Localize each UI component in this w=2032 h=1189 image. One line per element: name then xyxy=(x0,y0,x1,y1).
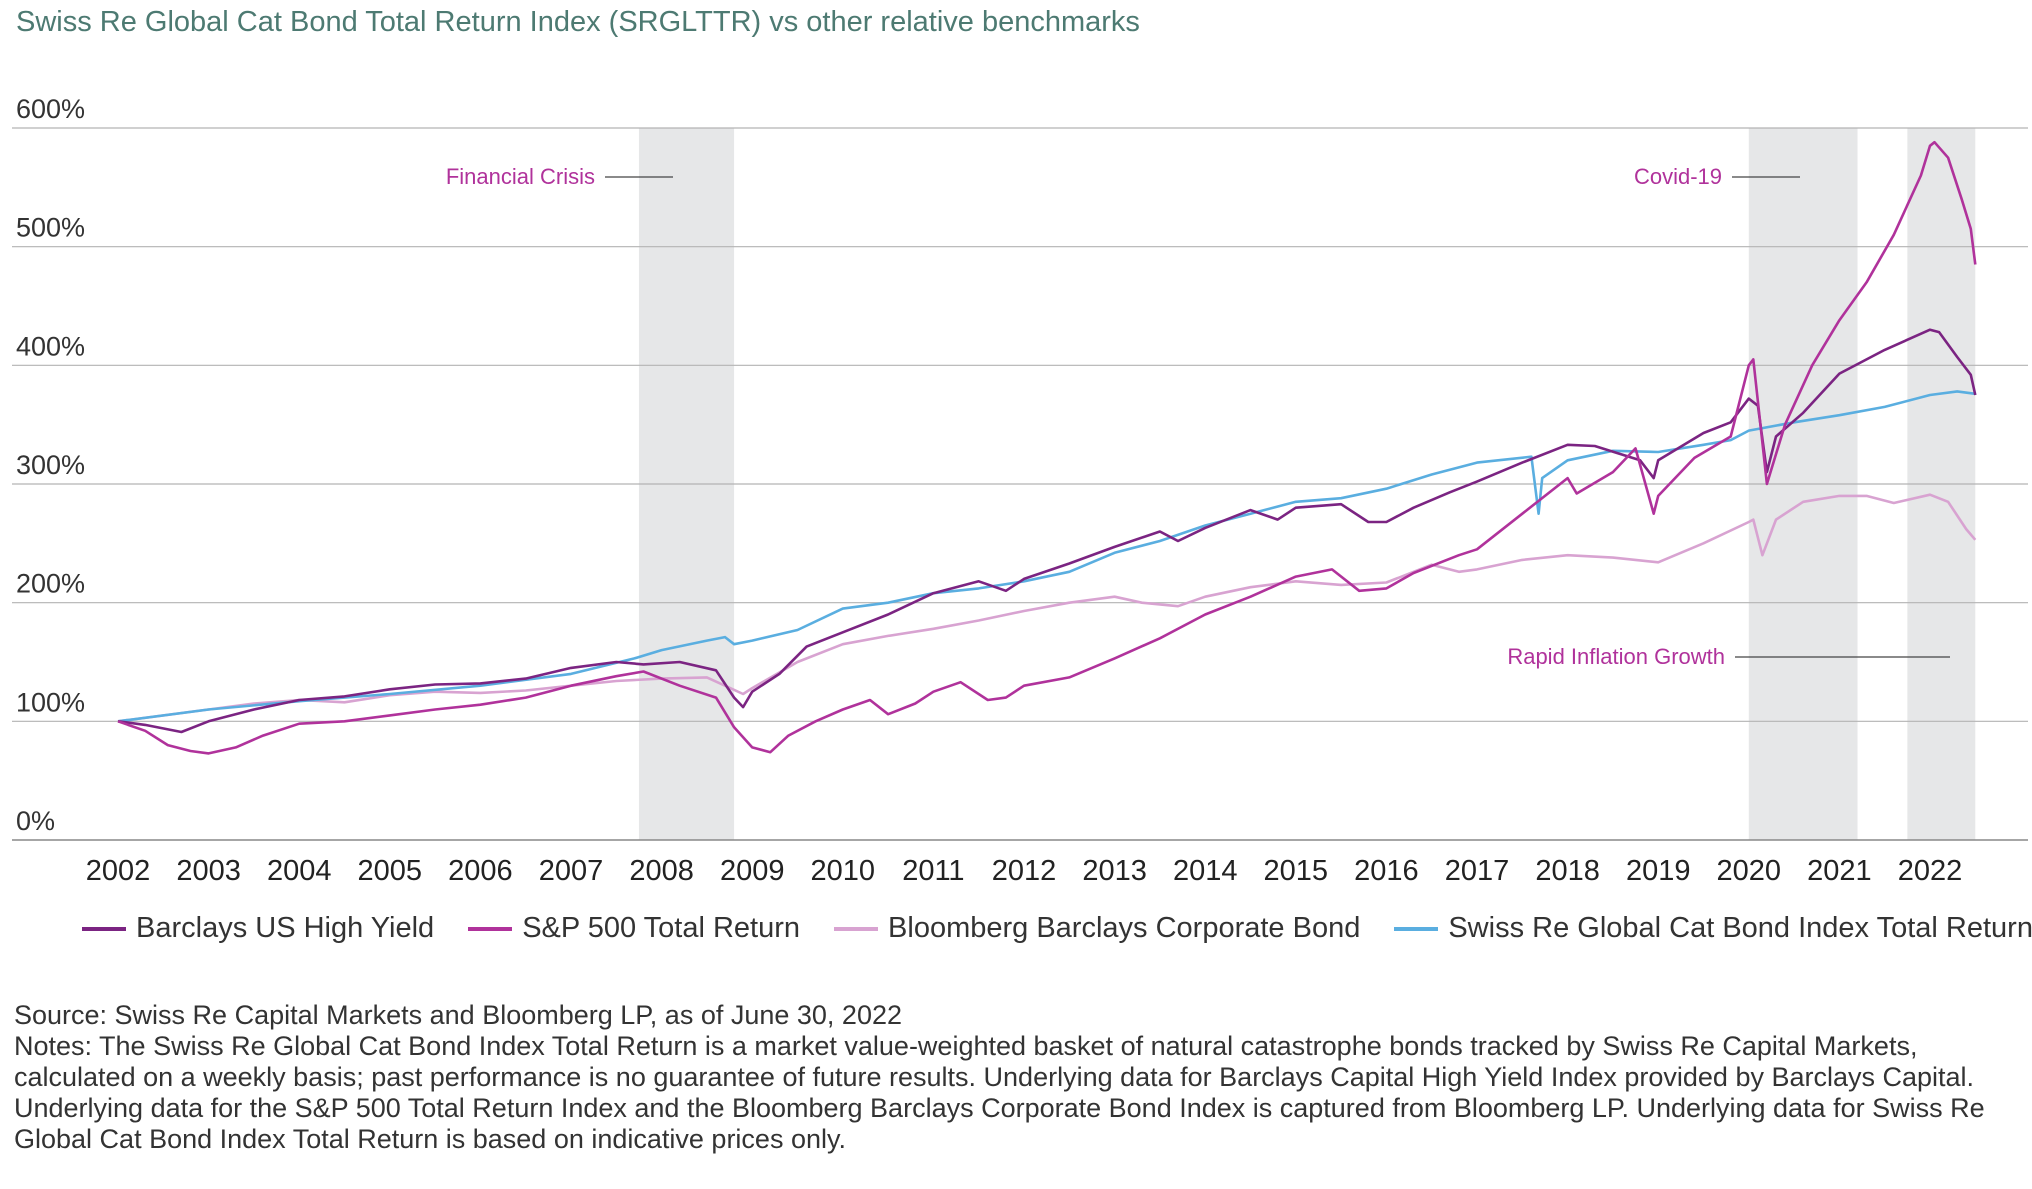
y-tick-label: 500% xyxy=(16,213,85,243)
x-tick-label: 2002 xyxy=(86,855,151,887)
series-lines xyxy=(117,140,1977,755)
x-tick-label: 2021 xyxy=(1807,855,1872,887)
y-tick-label: 300% xyxy=(16,450,85,480)
y-tick-label: 400% xyxy=(16,331,85,361)
legend-label: S&P 500 Total Return xyxy=(522,912,801,944)
x-tick-label: 2013 xyxy=(1082,855,1147,887)
series-line-barclays-us-high-yield xyxy=(117,328,1977,734)
legend-swatch xyxy=(834,926,879,931)
x-tick-label: 2016 xyxy=(1354,855,1419,887)
gridlines xyxy=(12,127,2028,841)
x-tick-label: 2009 xyxy=(720,855,785,887)
chart-title: Swiss Re Global Cat Bond Total Return In… xyxy=(16,6,1140,38)
x-tick-label: 2012 xyxy=(992,855,1057,887)
annotations: Financial Crisis Covid-19 Rapid Inflation … xyxy=(446,164,1950,669)
x-axis: 2002 2003 2004 2005 2006 2007 2008 2009 2010 2011… xyxy=(86,855,1963,887)
x-tick-label: 2006 xyxy=(448,855,513,887)
legend-swatch xyxy=(468,926,513,931)
source-note: Source: Swiss Re Capital Markets and Blo… xyxy=(14,1000,902,1030)
x-tick-label: 2011 xyxy=(902,855,964,887)
x-tick-label: 2007 xyxy=(539,855,604,887)
y-tick-label: 100% xyxy=(16,687,85,717)
y-axis: 0% 100% 200% 300% 400% 500% 600% xyxy=(16,94,85,836)
y-tick-label: 600% xyxy=(16,94,85,124)
annotation-label: Covid-19 xyxy=(1634,164,1722,189)
legend-item: S&P 500 Total Return xyxy=(468,912,800,945)
x-tick-label: 2020 xyxy=(1717,855,1782,887)
x-tick-label: 2003 xyxy=(176,855,241,887)
x-tick-label: 2017 xyxy=(1445,855,1510,887)
legend-item: Bloomberg Barclays Corporate Bond xyxy=(834,912,1360,945)
legend-label: Swiss Re Global Cat Bond Index Total Ret… xyxy=(1448,912,2032,944)
legend-label: Bloomberg Barclays Corporate Bond xyxy=(888,912,1361,944)
y-tick-label: 0% xyxy=(16,806,55,836)
legend-item: Barclays US High Yield xyxy=(82,912,434,945)
annotation-label: Financial Crisis xyxy=(446,164,595,189)
x-tick-label: 2019 xyxy=(1626,855,1691,887)
footer: Source: Swiss Re Capital Markets and Blo… xyxy=(14,1000,2024,1155)
x-tick-label: 2014 xyxy=(1173,855,1238,887)
x-tick-label: 2010 xyxy=(811,855,876,887)
x-tick-label: 2004 xyxy=(267,855,332,887)
x-tick-label: 2022 xyxy=(1898,855,1963,887)
legend-item: Swiss Re Global Cat Bond Index Total Ret… xyxy=(1394,912,2032,945)
legend-label: Barclays US High Yield xyxy=(136,912,435,944)
x-tick-label: 2018 xyxy=(1535,855,1600,887)
series-line-s-p-500-total-return xyxy=(117,140,1977,755)
legend: Barclays US High Yield S&P 500 Total Retu… xyxy=(82,912,2032,945)
series-line-swiss-re-global-cat-bond-index-total-return xyxy=(117,390,1976,723)
notes-text: Notes: The Swiss Re Global Cat Bond Inde… xyxy=(14,1031,1985,1154)
x-tick-label: 2005 xyxy=(358,855,423,887)
x-tick-label: 2008 xyxy=(629,855,694,887)
legend-swatch xyxy=(82,926,126,931)
line-chart: 0%100%200%300%400%500%600% 2002 2003 2004 2… xyxy=(12,94,2028,887)
x-tick-label: 2015 xyxy=(1264,855,1329,887)
annotation-label: Rapid Inflation Growth xyxy=(1507,644,1725,669)
legend-swatch xyxy=(1394,926,1439,931)
y-tick-label: 200% xyxy=(16,569,85,599)
series-line-bloomberg-barclays-corporate-bond xyxy=(117,493,1977,723)
